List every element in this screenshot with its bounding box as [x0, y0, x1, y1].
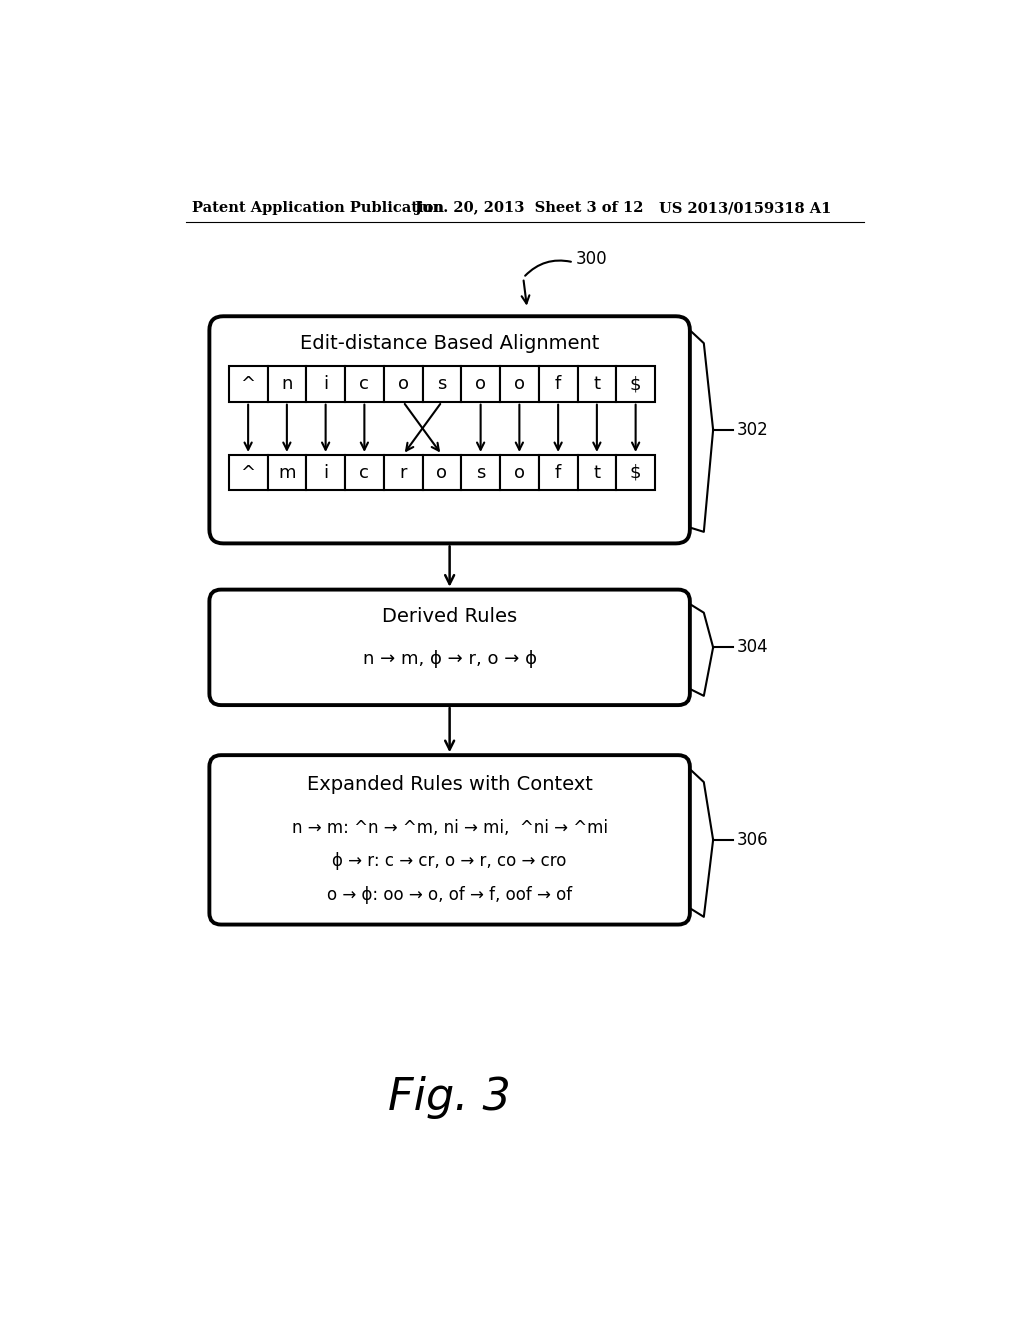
Bar [267, 367, 306, 401]
Bar [267, 455, 306, 490]
Text: n → m, ϕ → r, o → ϕ: n → m, ϕ → r, o → ϕ [362, 649, 537, 668]
Bar [345, 367, 384, 401]
Bar [228, 367, 267, 401]
Text: Expanded Rules with Context: Expanded Rules with Context [306, 775, 593, 793]
Text: Fig. 3: Fig. 3 [388, 1076, 511, 1119]
Text: ^: ^ [241, 375, 256, 393]
Text: o: o [436, 463, 447, 482]
Bar [384, 455, 423, 490]
Text: r: r [399, 463, 407, 482]
Bar [578, 367, 616, 401]
Bar [461, 455, 500, 490]
FancyBboxPatch shape [209, 317, 690, 544]
Bar [616, 367, 655, 401]
Text: 306: 306 [736, 830, 768, 849]
Bar [228, 455, 267, 490]
Text: t: t [593, 375, 600, 393]
Text: ^: ^ [241, 463, 256, 482]
Bar [578, 455, 616, 490]
Bar [461, 367, 500, 401]
Text: s: s [437, 375, 446, 393]
Text: s: s [476, 463, 485, 482]
Bar [306, 455, 345, 490]
Bar [500, 367, 539, 401]
Bar [500, 455, 539, 490]
FancyBboxPatch shape [209, 590, 690, 705]
Text: n: n [282, 375, 293, 393]
Text: Patent Application Publication: Patent Application Publication [191, 202, 443, 215]
Bar [423, 455, 461, 490]
Text: 304: 304 [736, 639, 768, 656]
Text: ϕ → r: c → cr, o → r, co → cro: ϕ → r: c → cr, o → r, co → cro [333, 853, 567, 870]
Text: c: c [359, 463, 370, 482]
Text: Jun. 20, 2013  Sheet 3 of 12: Jun. 20, 2013 Sheet 3 of 12 [415, 202, 643, 215]
Text: $: $ [630, 375, 641, 393]
Text: f: f [555, 463, 561, 482]
Bar [423, 367, 461, 401]
FancyBboxPatch shape [209, 755, 690, 924]
Bar [384, 367, 423, 401]
Bar [306, 367, 345, 401]
Text: i: i [323, 463, 328, 482]
Text: c: c [359, 375, 370, 393]
Text: f: f [555, 375, 561, 393]
Text: n → m: ^n → ^m, ni → mi,  ^ni → ^mi: n → m: ^n → ^m, ni → mi, ^ni → ^mi [292, 820, 607, 837]
Bar [539, 455, 578, 490]
Text: 302: 302 [736, 421, 768, 438]
Text: o → ϕ: oo → o, of → f, oof → of: o → ϕ: oo → o, of → f, oof → of [327, 886, 572, 903]
Bar [616, 455, 655, 490]
Text: o: o [514, 463, 525, 482]
Text: o: o [514, 375, 525, 393]
Text: US 2013/0159318 A1: US 2013/0159318 A1 [658, 202, 831, 215]
Bar [345, 455, 384, 490]
Text: m: m [279, 463, 296, 482]
Text: o: o [475, 375, 486, 393]
Text: $: $ [630, 463, 641, 482]
Text: o: o [397, 375, 409, 393]
Bar [539, 367, 578, 401]
Text: Edit-distance Based Alignment: Edit-distance Based Alignment [300, 334, 599, 352]
Text: 300: 300 [575, 249, 607, 268]
Text: i: i [323, 375, 328, 393]
Text: Derived Rules: Derived Rules [382, 607, 517, 626]
Text: t: t [593, 463, 600, 482]
